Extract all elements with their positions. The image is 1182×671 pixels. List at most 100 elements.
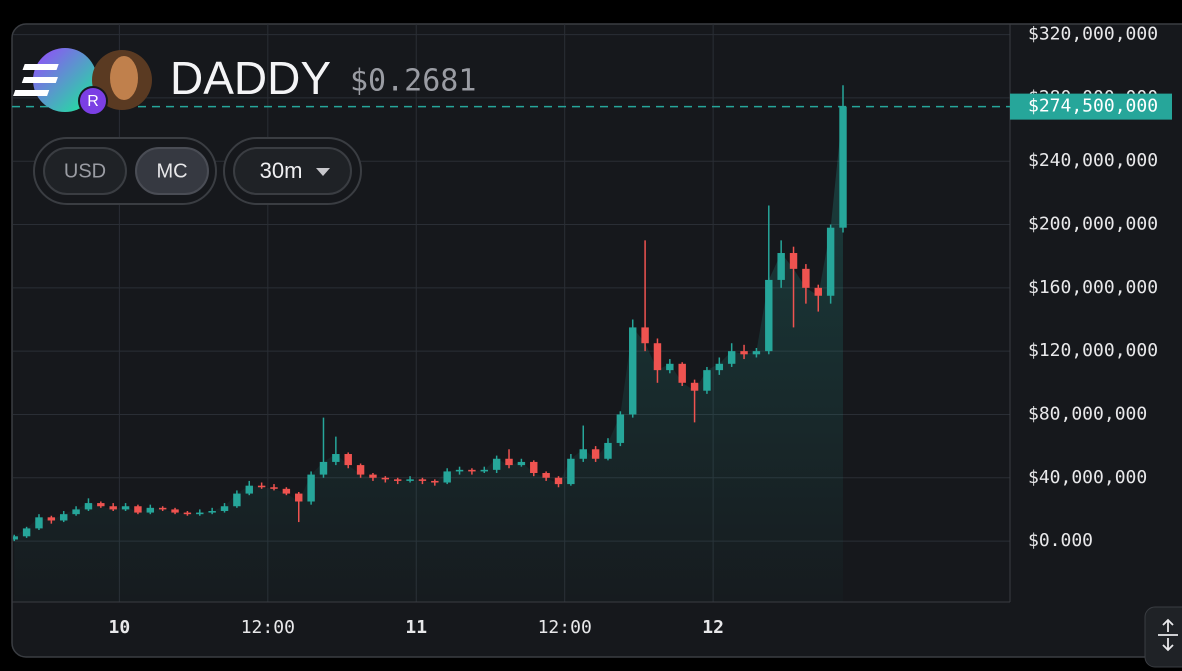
avatar-figure <box>110 56 138 100</box>
dropdown-arrow <box>316 168 330 176</box>
candle-body <box>72 509 80 515</box>
candle-body <box>431 480 439 483</box>
candle-body <box>690 382 699 391</box>
candle-body <box>530 461 538 474</box>
candle-body <box>257 485 266 488</box>
candle-body <box>715 363 724 371</box>
dex-badge-letter: R <box>87 93 99 110</box>
last-price-label: $274,500,000 <box>1028 96 1158 117</box>
candle-body <box>282 488 291 494</box>
y-tick-label: $40,000,000 <box>1028 467 1147 488</box>
candle-body <box>270 487 278 489</box>
candle-body <box>727 351 736 364</box>
x-tick-label: 12 <box>702 617 724 638</box>
mc-button[interactable] <box>135 147 209 195</box>
candle-body <box>171 509 179 513</box>
candle-body <box>567 458 575 485</box>
candle-body <box>740 351 748 355</box>
candle-body <box>22 528 31 537</box>
candle-body <box>802 268 810 288</box>
candle-body <box>381 477 390 480</box>
x-tick-label: 11 <box>405 617 427 638</box>
x-tick-label: 12:00 <box>241 617 295 638</box>
token-price: $0.2681 <box>350 64 476 99</box>
candle-body <box>666 363 674 371</box>
axes: $0.000 $40,000,000 $80,000,000 $120,000,000… <box>12 24 1172 638</box>
candle-body <box>332 454 340 462</box>
candle-body <box>777 253 785 280</box>
interval-button[interactable] <box>233 147 352 195</box>
y-tick-label: $320,000,000 <box>1028 24 1158 45</box>
chain-icon-bar <box>21 77 58 83</box>
candle-body <box>196 512 204 515</box>
scale-icon <box>1158 618 1178 652</box>
y-tick-label: $240,000,000 <box>1028 150 1158 171</box>
candle-body <box>678 363 686 383</box>
chain-icon-bar <box>22 64 59 70</box>
plot-area <box>13 85 847 602</box>
candle-body <box>505 458 513 466</box>
y-tick-label: $160,000,000 <box>1028 277 1158 298</box>
candle-body <box>393 479 402 481</box>
interval-label: 30m <box>260 158 303 183</box>
candle-body <box>789 253 798 269</box>
candle-body <box>443 471 451 483</box>
candle-body <box>455 469 464 472</box>
candle-body <box>480 469 488 472</box>
candle-body <box>319 461 328 475</box>
candle-body <box>84 503 93 510</box>
candle-body <box>604 442 612 459</box>
candle-body <box>839 106 847 228</box>
y-tick-label: $0.000 <box>1028 530 1093 551</box>
candle-body <box>60 514 68 521</box>
dex-badge <box>78 86 108 116</box>
candle-body <box>542 473 550 478</box>
candle-body <box>356 465 365 475</box>
scale-toggle[interactable] <box>1144 606 1182 668</box>
candle-body <box>591 449 600 459</box>
candle-body <box>13 536 18 540</box>
candle-body <box>468 469 476 472</box>
candle-body <box>97 503 105 507</box>
candle-body <box>295 493 303 502</box>
candle-body <box>406 479 414 481</box>
mc-label: MC <box>156 160 187 182</box>
candle-body <box>233 493 241 507</box>
candle-body <box>492 458 501 470</box>
candle-body <box>616 414 625 443</box>
close-area <box>14 106 844 602</box>
candle-body <box>245 485 253 494</box>
candle-body <box>369 474 377 478</box>
candle-body <box>629 327 637 415</box>
candle-body <box>109 506 117 510</box>
x-tick-label: 10 <box>109 617 131 638</box>
chain-icon-bar <box>13 90 50 96</box>
candle-body <box>307 474 315 502</box>
candle-body <box>418 479 427 481</box>
candle-body <box>183 512 192 515</box>
candle-body <box>703 370 711 391</box>
candle-body <box>121 506 130 510</box>
candle-body <box>208 510 216 513</box>
candle-body <box>653 343 662 371</box>
candle-body <box>641 327 649 344</box>
candle-body <box>765 279 773 352</box>
candle-body <box>752 351 761 355</box>
usd-label: USD <box>64 160 106 182</box>
last-price-tag <box>1010 93 1172 120</box>
candle-body <box>158 507 167 510</box>
candle-body <box>47 517 56 521</box>
y-tick-label: $200,000,000 <box>1028 214 1158 235</box>
token-name: DADDY <box>170 52 331 104</box>
candle-body <box>517 461 526 466</box>
candle-body <box>220 506 229 511</box>
candle-body <box>35 517 43 529</box>
usd-button[interactable] <box>43 147 127 195</box>
candle-body <box>134 506 142 513</box>
y-tick-label: $120,000,000 <box>1028 340 1158 361</box>
x-tick-label: 12:00 <box>538 617 592 638</box>
candle-body <box>814 287 822 296</box>
candle-body <box>554 477 563 485</box>
candle-body <box>579 449 587 459</box>
